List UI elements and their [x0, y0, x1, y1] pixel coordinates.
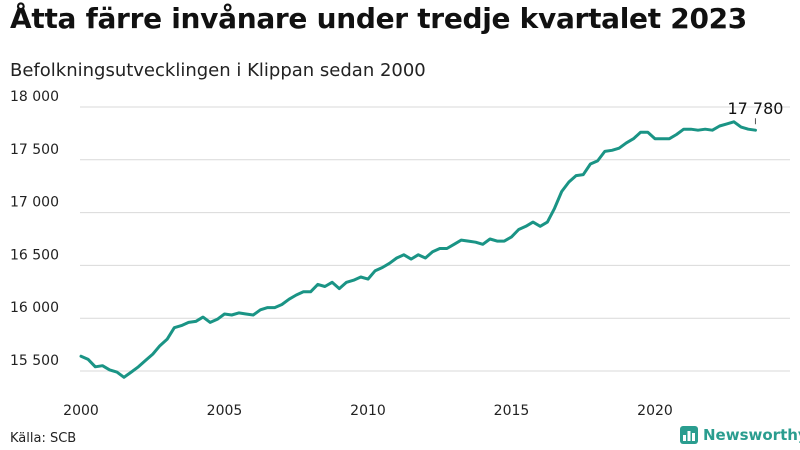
chart-title: Åtta färre invånare under tredje kvartal… [10, 2, 747, 35]
x-tick-label: 2000 [63, 403, 99, 419]
x-tick-label: 2010 [350, 403, 386, 419]
y-axis-tick-labels: 15 500 16 000 16 500 17 000 17 500 18 000 [10, 89, 59, 369]
brand-name: Newsworthy [703, 426, 800, 444]
brand-logo: Newsworthy [680, 426, 800, 444]
newsworthy-logo-icon [680, 426, 698, 444]
x-tick-label: 2005 [207, 403, 243, 419]
population-series-line [79, 120, 757, 379]
source-note: Källa: SCB [10, 431, 77, 446]
x-axis-tick-labels: 2000 2005 2010 2015 2020 [63, 403, 673, 419]
x-tick-label: 2020 [637, 403, 673, 419]
y-tick-label: 15 500 [10, 353, 59, 369]
end-value-label: 17 780 [727, 99, 783, 118]
gridlines [80, 106, 790, 372]
y-tick-label: 17 500 [10, 142, 59, 158]
chart-subtitle: Befolkningsutvecklingen i Klippan sedan … [10, 60, 426, 81]
series-line-group [79, 120, 757, 379]
y-tick-label: 16 000 [10, 300, 59, 316]
y-tick-label: 16 500 [10, 247, 59, 263]
x-tick-label: 2015 [494, 403, 530, 419]
end-label-group: 17 780 [727, 99, 783, 125]
y-tick-label: 18 000 [10, 89, 59, 105]
y-tick-label: 17 000 [10, 195, 59, 211]
